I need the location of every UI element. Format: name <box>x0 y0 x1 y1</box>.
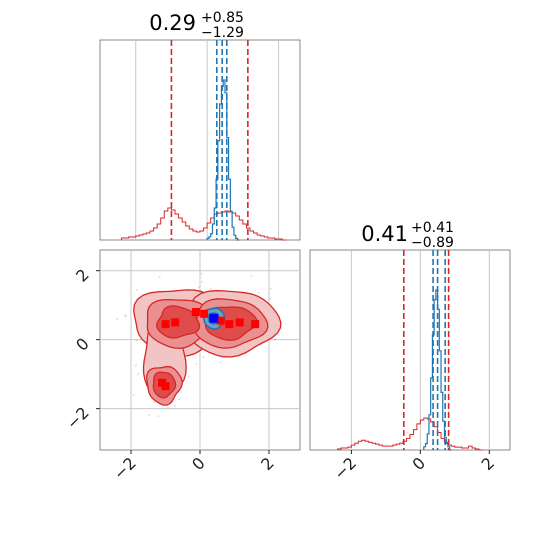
joint-ytick-label: 2 <box>72 265 93 286</box>
joint-sample-point <box>195 363 198 366</box>
joint-blue-marker <box>209 313 219 323</box>
joint-sample-point <box>148 413 151 416</box>
joint-sample-point <box>250 274 253 277</box>
marginal-y-title-plus: +0.41 <box>411 220 454 236</box>
joint-sample-point <box>158 276 161 279</box>
marginal-y-title: 0.41 <box>361 222 408 246</box>
joint-sample-point <box>153 401 156 404</box>
joint-red-marker <box>200 309 209 318</box>
joint-sample-point <box>269 287 272 290</box>
marginal-y-panel: 0.41 +0.41 −0.89 <box>309 220 511 451</box>
joint-sample-point <box>157 415 160 418</box>
joint-sample-point <box>202 356 205 359</box>
joint-sample-point <box>269 297 272 300</box>
joint-red-marker <box>171 318 180 327</box>
joint-ytick-label: 0 <box>72 334 93 355</box>
joint-red-marker <box>251 320 260 329</box>
joint-panel <box>99 249 301 451</box>
marginal-y-frame <box>309 249 511 451</box>
joint-sample-point <box>135 339 138 342</box>
marginal-y-title-minus: −0.89 <box>411 235 454 251</box>
joint-red-marker <box>235 318 244 327</box>
joint-ytick-label: −2 <box>63 403 93 433</box>
joint-sample-point <box>178 398 181 401</box>
joint-sample-point <box>200 272 203 275</box>
joint-sample-point <box>274 338 277 341</box>
marginal-x-panel: 0.29 +0.85 −1.29 <box>99 10 301 241</box>
marginal-x-title-plus: +0.85 <box>201 10 244 26</box>
joint-sample-point <box>201 280 204 283</box>
joint-sample-point <box>116 317 119 320</box>
joint-sample-point <box>187 375 190 378</box>
joint-sample-point <box>124 315 127 318</box>
marginal-x-frame <box>99 39 301 241</box>
joint-xtick-label: −2 <box>110 453 140 483</box>
joint-red-marker <box>161 320 170 329</box>
joint-sample-point <box>166 406 169 409</box>
joint-red-marker <box>191 308 200 317</box>
joint-sample-point <box>135 289 138 292</box>
joint-sample-point <box>132 394 135 397</box>
marginal-y-red-histogram <box>337 417 483 451</box>
marginal-y-xtick-label: −2 <box>330 453 360 483</box>
joint-xtick-label: 2 <box>257 453 278 474</box>
joint-xtick-label: 0 <box>188 453 209 474</box>
joint-sample-point <box>219 361 222 364</box>
joint-sample-point <box>197 286 200 289</box>
joint-sample-point <box>124 314 127 317</box>
joint-red-marker <box>216 316 225 325</box>
joint-sample-point <box>137 373 140 376</box>
marginal-x-red-histogram <box>120 207 286 241</box>
joint-red-marker <box>225 320 234 329</box>
marginal-x-title-minus: −1.29 <box>201 25 244 41</box>
marginal-y-xtick-label: 0 <box>409 453 430 474</box>
joint-sample-point <box>180 390 183 393</box>
joint-sample-point <box>173 404 176 407</box>
marginal-x-title: 0.29 <box>149 11 196 35</box>
joint-sample-point <box>209 288 212 291</box>
joint-sample-point <box>134 364 137 367</box>
joint-red-marker <box>161 382 170 391</box>
joint-sample-point <box>257 291 260 294</box>
marginal-x-blue-histogram <box>206 79 240 241</box>
marginal-y-xtick-label: 2 <box>478 453 499 474</box>
